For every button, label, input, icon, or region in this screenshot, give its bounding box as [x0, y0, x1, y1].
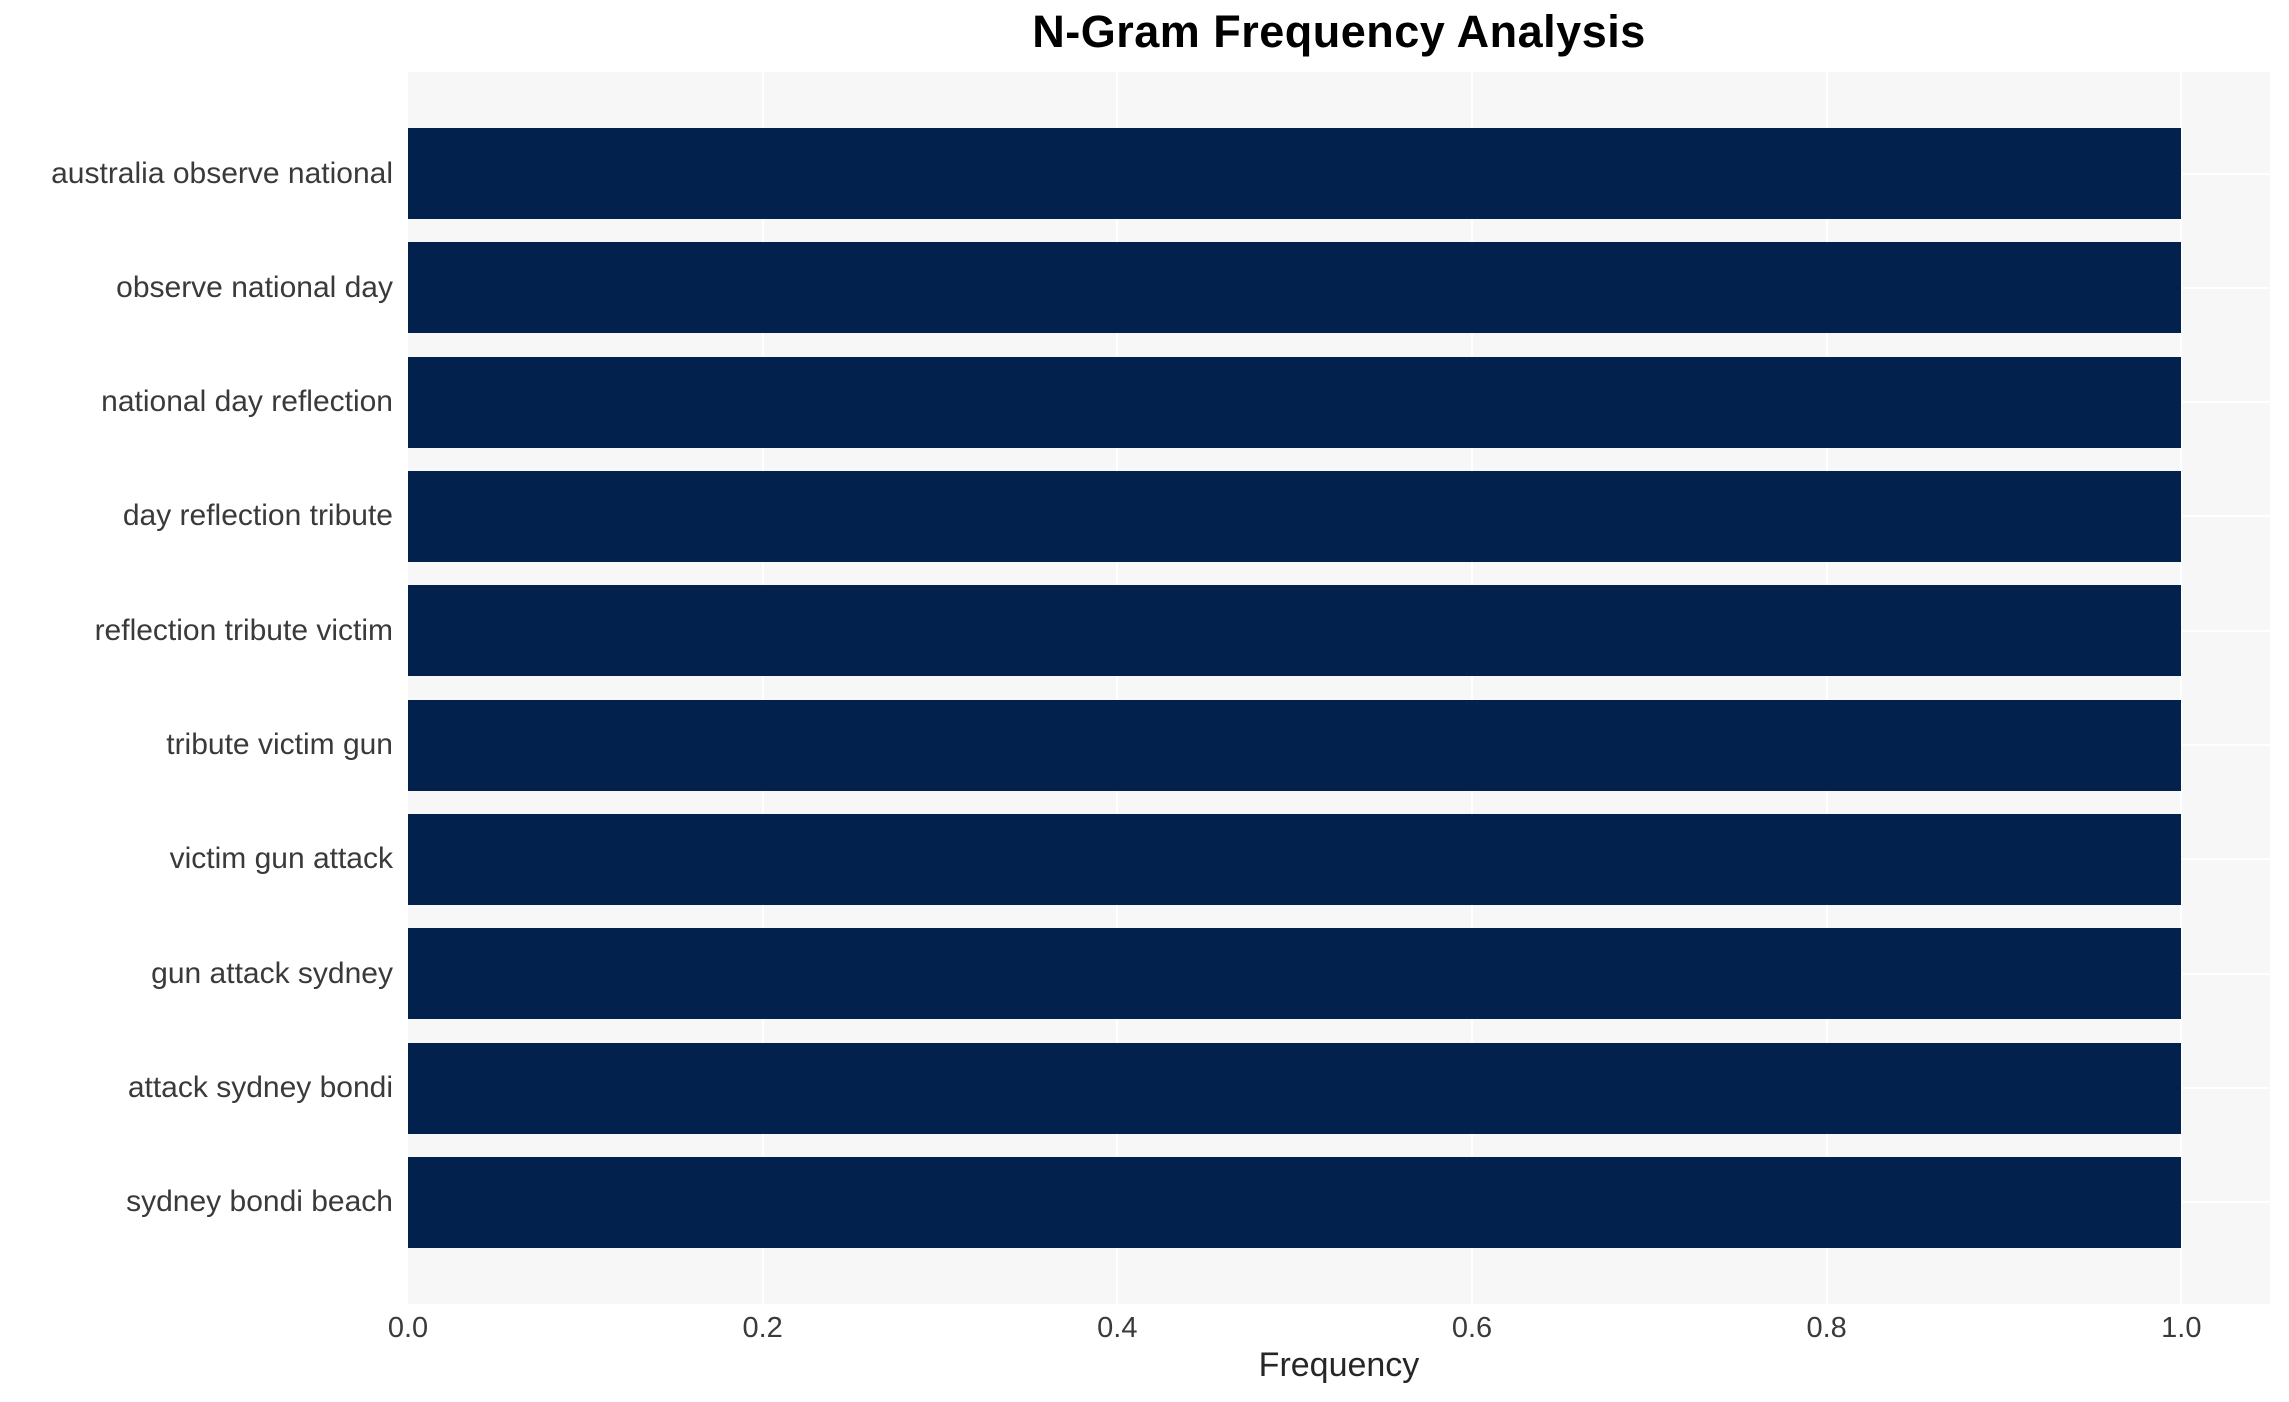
y-tick-label: reflection tribute victim: [94, 613, 393, 647]
y-tick-label: sydney bondi beach: [126, 1185, 393, 1219]
vertical-gridline: [1116, 72, 1119, 1304]
vertical-gridline: [761, 72, 764, 1304]
x-tick-label: 0.8: [1806, 1312, 1847, 1344]
x-tick-label: 0.4: [1097, 1312, 1138, 1344]
vertical-gridline: [1471, 72, 1473, 1304]
x-axis-title: Frequency: [1258, 1346, 1420, 1384]
plot-area: [408, 72, 2270, 1304]
y-tick-label: tribute victim gun: [166, 728, 393, 762]
y-tick-label: australia observe national: [51, 156, 393, 190]
bar: [408, 813, 2182, 905]
bar: [408, 1042, 2182, 1134]
x-tick-label: 0.6: [1451, 1312, 1493, 1344]
y-tick-label: observe national day: [116, 270, 393, 304]
x-tick-label: 0.0: [387, 1312, 429, 1344]
y-tick-label: victim gun attack: [169, 842, 393, 876]
bar: [408, 356, 2182, 448]
x-tick-label: 0.2: [742, 1312, 783, 1344]
bar: [408, 242, 2182, 334]
bar: [408, 128, 2182, 219]
bar: [408, 699, 2182, 791]
y-tick-label: attack sydney bondi: [127, 1071, 393, 1105]
bar: [408, 470, 2182, 562]
bar: [408, 585, 2182, 677]
y-tick-label: day reflection tribute: [122, 499, 393, 533]
chart-title: N-Gram Frequency Analysis: [1032, 6, 1646, 57]
y-tick-label: national day reflection: [101, 385, 393, 419]
y-tick-label: gun attack sydney: [151, 956, 393, 990]
bar: [408, 1156, 2182, 1248]
vertical-gridline: [1825, 72, 1828, 1304]
x-tick-label: 1.0: [2161, 1312, 2202, 1344]
vertical-gridline: [2180, 72, 2183, 1304]
bar: [408, 928, 2182, 1020]
